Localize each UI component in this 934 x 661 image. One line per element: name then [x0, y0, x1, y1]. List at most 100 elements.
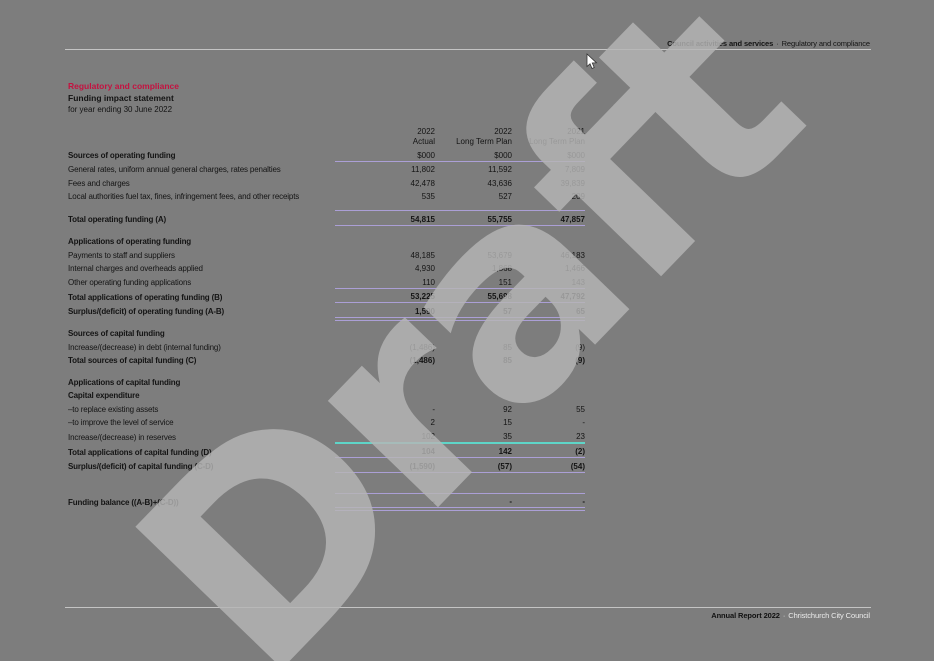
value-cell: 209: [571, 192, 585, 201]
page-footer: Annual Report 2022 · Christchurch City Cou…: [711, 611, 870, 620]
value-cell: 151: [498, 277, 512, 287]
value-cell: 527: [498, 192, 512, 201]
row-label: [68, 317, 335, 326]
value-cell: [512, 374, 585, 388]
row-label: Internal charges and overheads applied: [68, 264, 203, 273]
value-cell: 7,809: [564, 165, 585, 174]
column-plan: Actual: [412, 137, 435, 146]
title-block: Regulatory and compliance Funding impact…: [68, 81, 179, 116]
value-cell: 55,698: [435, 287, 512, 303]
value-cell: [512, 234, 585, 248]
table-row: Increase/(decrease) in reserves 102 35 23: [68, 428, 585, 444]
statement-title: Funding impact statement: [68, 92, 174, 103]
value-cell: -: [432, 404, 435, 414]
column-plan: Long Term Plan: [529, 137, 585, 146]
row-label: Total applications of capital funding (D…: [68, 447, 212, 457]
value-cell: [435, 317, 512, 326]
value-cell: 55,755: [435, 210, 512, 226]
value-cell: 1,590: [335, 302, 435, 320]
value-cell: -: [435, 492, 512, 511]
value-cell: (57): [435, 457, 512, 473]
header-divider: [65, 49, 871, 50]
page-header: Council activities and services · Regulato…: [667, 39, 870, 48]
header-context-label: Council activities and services: [667, 39, 774, 48]
value-cell: [335, 326, 435, 340]
value-cell: 39,839: [560, 178, 585, 188]
value-cell: [435, 225, 512, 234]
value-cell: [435, 374, 512, 388]
column-year: 2022: [494, 126, 512, 136]
value-cell: (1,486): [409, 356, 435, 365]
value-cell: (1,486): [409, 342, 435, 352]
footer-separator: ·: [782, 611, 786, 620]
value-cell: 1,868: [491, 264, 512, 273]
value-cell: 43,636: [487, 178, 512, 188]
table-row: –to improve the level of service 2 15 -: [68, 415, 585, 429]
value-cell: $000: [335, 147, 435, 162]
row-label: [68, 472, 335, 493]
value-cell: 143: [571, 277, 585, 287]
value-cell: 65: [512, 302, 585, 320]
table-row: Payments to staff and suppliers 48,185 53,…: [68, 247, 585, 261]
value-cell: (1,590): [335, 457, 435, 473]
table-row: Total sources of capital funding (C) (1,4…: [68, 353, 585, 367]
value-cell: [512, 225, 585, 234]
row-label: [68, 366, 335, 374]
value-cell: 4,930: [414, 264, 435, 273]
table-row: –to replace existing assets - 92 55: [68, 401, 585, 415]
column-plan: Long Term Plan: [456, 137, 512, 146]
table-row: Fees and charges 42,478 43,636 39,839: [68, 175, 585, 189]
value-cell: [435, 326, 512, 340]
value-cell: [512, 472, 585, 493]
table-row: Capital expenditure: [68, 388, 585, 402]
value-cell: $000: [435, 147, 512, 162]
value-cell: 46,183: [560, 250, 585, 260]
value-cell: [435, 202, 512, 211]
table-row: Total applications of capital funding (D…: [68, 442, 585, 458]
value-cell: 53,679: [487, 250, 512, 260]
value-cell: 53,225: [335, 287, 435, 303]
value-cell: 85: [503, 342, 512, 352]
table-row: Sources of operating funding $000 $000 $000: [68, 147, 585, 162]
value-cell: [435, 388, 512, 402]
value-cell: 47,792: [512, 287, 585, 303]
table-row: Surplus/(deficit) of operating funding (…: [68, 302, 585, 320]
value-cell: [335, 366, 435, 374]
value-cell: 535: [421, 192, 435, 201]
row-label: [68, 202, 335, 211]
value-cell: (9): [575, 356, 585, 365]
footer-org-label: Christchurch City Council: [788, 611, 870, 620]
funding-table-body: Sources of operating funding $000 $000 $000…: [68, 147, 585, 511]
value-cell: (2): [512, 442, 585, 458]
footer-divider: [65, 607, 871, 608]
mouse-cursor-icon: [586, 53, 598, 70]
value-cell: 142: [435, 442, 512, 458]
row-label: General rates, uniform annual general ch…: [68, 165, 281, 174]
column-year: 2021: [567, 126, 585, 136]
column-plan-row: Actual Long Term Plan Long Term Plan: [68, 137, 585, 148]
table-row: [68, 225, 585, 234]
row-label: Total sources of capital funding (C): [68, 356, 197, 365]
table-row: Applications of capital funding: [68, 374, 585, 388]
table-row: Other operating funding applications 110 1…: [68, 274, 585, 288]
row-label: [68, 225, 335, 234]
row-label: Applications of operating funding: [68, 237, 192, 246]
value-cell: (9): [575, 342, 585, 352]
value-cell: [512, 326, 585, 340]
row-label: Sources of operating funding: [68, 151, 176, 160]
value-cell: [435, 366, 512, 374]
value-cell: -: [335, 492, 435, 511]
value-cell: [335, 388, 435, 402]
value-cell: $000: [512, 147, 585, 162]
value-cell: [512, 202, 585, 211]
table-row: [68, 472, 585, 493]
value-cell: [512, 317, 585, 326]
value-cell: 102: [335, 428, 435, 444]
table-row: Local authorities fuel tax, fines, infri…: [68, 189, 585, 203]
statement-period: for year ending 30 June 2022: [68, 105, 173, 114]
value-cell: [512, 388, 585, 402]
row-label: Total operating funding (A): [68, 215, 167, 224]
value-cell: 11,802: [411, 165, 435, 174]
value-cell: 57: [435, 302, 512, 320]
